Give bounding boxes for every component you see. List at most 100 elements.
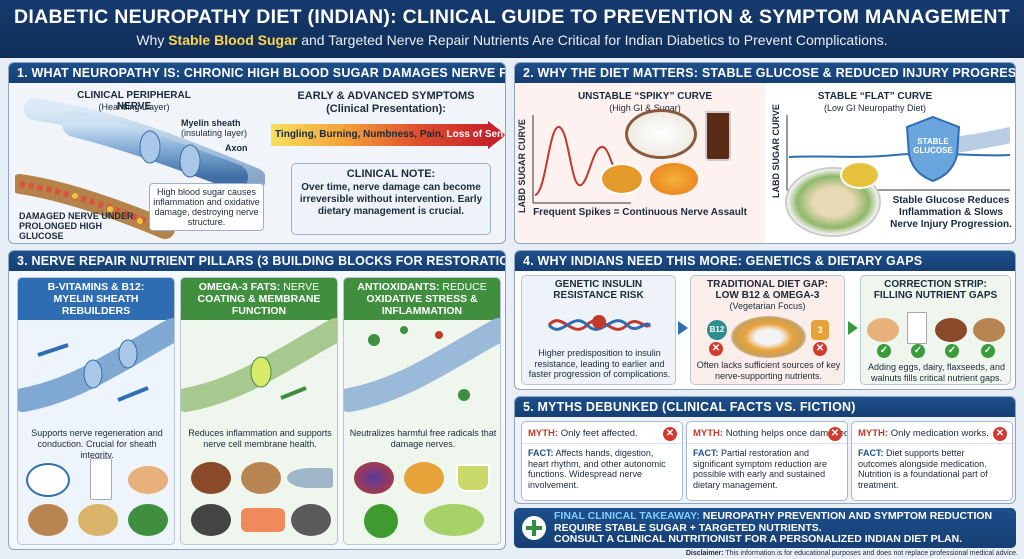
turmeric-icon (404, 462, 444, 494)
spinach-icon (128, 504, 168, 536)
card-desc: Higher predisposition to insulin resista… (528, 348, 671, 379)
myth-line: MYTH: Only feet affected. (522, 422, 682, 444)
dal-bowl-icon (840, 161, 880, 189)
eggs-icon (128, 466, 168, 494)
label-myelin: Myelin sheath (181, 118, 241, 128)
clinical-note: CLINICAL NOTE: Over time, nerve damage c… (291, 163, 491, 235)
panel-title: 4. WHY INDIANS NEED THIS MORE: GENETICS … (515, 251, 1015, 271)
amla-icon (424, 504, 484, 536)
myth-label: MYTH: (528, 428, 559, 439)
label-axon: Axon (225, 143, 248, 153)
fact-text: Partial restoration and significant symp… (693, 448, 828, 490)
bell-pepper-icon (364, 504, 398, 538)
spiky-subtitle: (High GI & Sugar) (609, 103, 681, 113)
check-icon: ✓ (981, 344, 995, 358)
check-icon: ✓ (911, 344, 925, 358)
myth-text: Only medication works. (890, 428, 989, 439)
seeds-icon (291, 504, 331, 536)
myth-card: MYTH: Nothing helps once damaged. ✕ FACT… (686, 421, 848, 501)
page-subtitle: Why Stable Blood Sugar and Targeted Nerv… (0, 32, 1024, 48)
yogurt-bowl-icon (26, 463, 70, 497)
green-tea-icon (456, 464, 490, 492)
card-title: ANTIOXIDANTS: REDUCE OXIDATIVE STRESS & I… (344, 278, 500, 320)
spiky-caption: Frequent Spikes = Continuous Nerve Assau… (533, 207, 747, 218)
berries-icon (354, 462, 394, 494)
myth-x-icon: ✕ (663, 427, 677, 441)
card-desc: Reduces inflammation and supports nerve … (188, 428, 332, 449)
card-title-line: OMEGA-3 FATS: (198, 281, 281, 293)
symptom-loss-sensation: Loss of Sensation (446, 129, 506, 140)
cola-glass-icon (705, 111, 731, 161)
salmon-icon (241, 508, 285, 532)
panel-title: 2. WHY THE DIET MATTERS: STABLE GLUCOSE … (515, 63, 1015, 83)
flat-caption: Stable Glucose Reduces Inflammation & Sl… (890, 195, 1012, 230)
arrow-right-icon (848, 321, 858, 335)
missing-x-icon: ✕ (709, 342, 723, 356)
myth-x-icon: ✕ (828, 427, 842, 441)
label-myelin-sub: (insulating layer) (181, 128, 248, 138)
nerve-title: CLINICAL PERIPHERAL NERVE (77, 90, 191, 112)
panel-diet-matters: 2. WHY THE DIET MATTERS: STABLE GLUCOSE … (514, 62, 1016, 244)
symptoms-arrow: Tingling, Burning, Numbness, Pain, Loss … (271, 121, 506, 149)
myth-line: MYTH: Nothing helps once damaged. (687, 422, 847, 444)
spiky-axis-label: LABD SUGAR CURVE (517, 119, 527, 213)
check-icon: ✓ (877, 344, 891, 358)
card-desc: Supports nerve regeneration and conducti… (31, 428, 163, 460)
card-b-vitamins: B-VITAMINS & B12: MYELIN SHEATH REBUILDER… (17, 277, 175, 545)
panel-title: 1. WHAT NEUROPATHY IS: CHRONIC HIGH BLOO… (9, 63, 505, 83)
header-banner: DIABETIC NEUROPATHY DIET (INDIAN): CLINI… (0, 0, 1024, 58)
nerve-coating-illustration (181, 318, 337, 412)
disclaimer-text: This information is for educational purp… (723, 550, 1018, 557)
panel-why-indians: 4. WHY INDIANS NEED THIS MORE: GENETICS … (514, 250, 1016, 390)
walnuts-icon (28, 504, 68, 536)
myth-label: MYTH: (858, 428, 889, 439)
fact-text: Affects hands, digestion, heart rhythm, … (528, 448, 666, 490)
takeaway-line: REQUIRE STABLE SUGAR + TARGETED NUTRIENT… (554, 521, 822, 534)
card-title-line: OXIDATIVE STRESS & INFLAMMATION (366, 293, 478, 317)
symptoms-subtitle: (Clinical Presentation): (326, 103, 446, 115)
medical-cross-icon (522, 516, 546, 540)
fact-line: FACT: Affects hands, digestion, heart rh… (522, 444, 682, 494)
fact-line: FACT: Diet supports better outcomes alon… (852, 444, 1012, 494)
panel-neuropathy: 1. WHAT NEUROPATHY IS: CHRONIC HIGH BLOO… (8, 62, 506, 244)
flaxseeds-icon (935, 318, 967, 342)
card-diet-gap: TRADITIONAL DIET GAP: LOW B12 & OMEGA-3 … (690, 275, 845, 385)
card-desc: Neutralizes harmful free radicals that d… (349, 428, 497, 449)
spiky-title: UNSTABLE “SPIKY” CURVE (577, 91, 713, 102)
jalebi-icon (650, 163, 698, 195)
nerve-illustration (15, 98, 265, 239)
card-genetic-risk: GENETIC INSULIN RESISTANCE RISK Higher p… (521, 275, 676, 385)
myth-text: Nothing helps once damaged. (725, 428, 847, 439)
card-desc: Adding eggs, dairy, flaxseeds, and walnu… (868, 362, 1005, 383)
missing-x-icon: ✕ (813, 342, 827, 356)
card-antioxidants: ANTIOXIDANTS: REDUCE OXIDATIVE STRESS & I… (343, 277, 501, 545)
panel-title: 3. NERVE REPAIR NUTRIENT PILLARS (3 BUIL… (9, 251, 505, 271)
eggs-icon (867, 318, 899, 342)
fact-label: FACT: (693, 448, 719, 458)
milk-glass-icon (90, 458, 112, 500)
panel-myths: 5. MYTHS DEBUNKED (CLINICAL FACTS VS. FI… (514, 396, 1016, 504)
card-omega-3: OMEGA-3 FATS: NERVE COATING & MEMBRANE FU… (180, 277, 338, 545)
takeaway-line: CONSULT A CLINICAL NUTRITIONIST FOR A PE… (554, 533, 963, 545)
b12-badge: B12 (707, 320, 727, 340)
chia-seeds-icon (191, 504, 231, 536)
card-title: OMEGA-3 FATS: NERVE COATING & MEMBRANE FU… (181, 278, 337, 320)
card-title-line: MYELIN SHEATH REBUILDERS (53, 293, 139, 317)
shield-line: GLUCOSE (913, 146, 953, 155)
disclaimer: Disclaimer: This information is for educ… (686, 550, 1018, 557)
disclaimer-label: Disclaimer: (685, 550, 724, 557)
card-title-line: ANTIOXIDANTS: (357, 281, 440, 293)
shield-icon (905, 115, 961, 183)
panel-title: 5. MYTHS DEBUNKED (CLINICAL FACTS VS. FI… (515, 397, 1015, 417)
flaxseeds-icon (191, 462, 231, 494)
myth-card: MYTH: Only feet affected. ✕ FACT: Affect… (521, 421, 683, 501)
myth-x-icon: ✕ (993, 427, 1007, 441)
card-title: TRADITIONAL DIET GAP: LOW B12 & OMEGA-3 (707, 279, 828, 301)
card-title-line: B-VITAMINS & B12: (47, 281, 145, 293)
spiky-curve-section (515, 83, 765, 243)
card-title-line: NERVE (280, 281, 320, 293)
card-title: CORRECTION STRIP: FILLING NUTRIENT GAPS (873, 279, 998, 301)
fact-label: FACT: (528, 448, 554, 458)
myth-label: MYTH: (693, 428, 724, 439)
shield-label: STABLE GLUCOSE (903, 137, 963, 155)
